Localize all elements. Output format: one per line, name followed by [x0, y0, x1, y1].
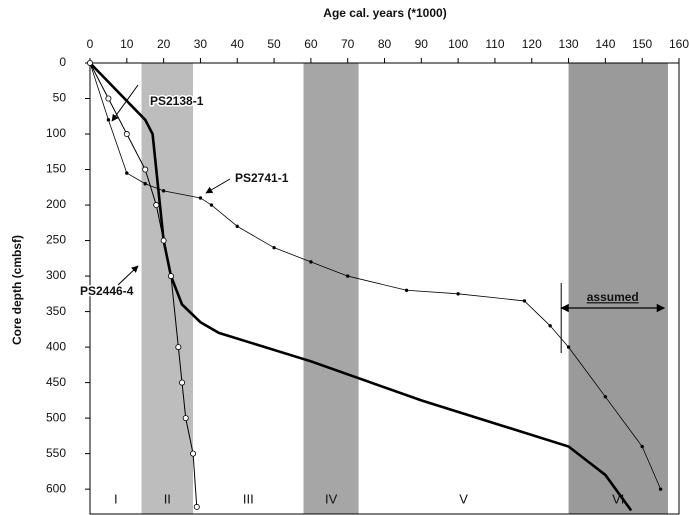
- point-marker: [105, 95, 112, 102]
- stage-label: III: [243, 491, 254, 506]
- y-tick-label: 200: [46, 197, 66, 211]
- x-tick-label: 30: [194, 37, 208, 51]
- point-marker: [640, 444, 644, 449]
- x-tick-label: 150: [632, 37, 652, 51]
- point-marker: [179, 379, 186, 386]
- point-marker: [193, 503, 200, 510]
- point-marker: [143, 182, 147, 186]
- y-tick-label: 550: [46, 446, 66, 460]
- point-marker: [142, 166, 149, 173]
- point-marker: [123, 131, 130, 138]
- y-axis-title: Core depth (cmbsf): [10, 235, 24, 345]
- x-tick-label: 40: [231, 37, 245, 51]
- y-tick-label: 400: [46, 339, 66, 353]
- label-arrow: [205, 178, 231, 194]
- series-label: PS2741-1: [235, 171, 289, 185]
- point-marker: [522, 299, 527, 303]
- point-marker: [182, 415, 189, 422]
- point-marker: [272, 245, 276, 250]
- point-marker: [190, 450, 197, 457]
- x-tick-label: 110: [485, 37, 504, 51]
- point-marker: [345, 274, 350, 278]
- stage-band: [303, 63, 359, 514]
- stage-label: I: [114, 491, 118, 506]
- point-marker: [658, 487, 663, 491]
- series-line: [89, 62, 633, 512]
- point-marker: [161, 189, 166, 193]
- point-marker: [209, 203, 214, 207]
- annotation-label: assumed: [587, 290, 639, 304]
- x-tick-label: 120: [522, 37, 542, 51]
- stage-band: [568, 63, 668, 514]
- y-tick-label: 250: [46, 233, 66, 247]
- point-marker: [106, 118, 111, 122]
- x-tick-label: 140: [595, 37, 615, 51]
- x-tick-label: 50: [267, 37, 281, 51]
- x-tick-label: 60: [304, 37, 318, 51]
- x-tick-label: 90: [415, 37, 429, 51]
- x-tick-label: 10: [120, 37, 134, 51]
- point-marker: [167, 273, 174, 280]
- stage-label: IV: [325, 491, 338, 506]
- stage-label: II: [164, 491, 171, 506]
- x-tick-label: 80: [378, 37, 392, 51]
- y-tick-label: 350: [46, 304, 66, 318]
- y-tick-label: 600: [46, 481, 66, 495]
- x-tick-label: 20: [157, 37, 171, 51]
- x-tick-label: 0: [87, 37, 94, 51]
- x-tick-label: 130: [559, 37, 579, 51]
- point-marker: [160, 237, 167, 244]
- x-tick-label: 160: [669, 37, 689, 51]
- stage-band: [141, 63, 194, 514]
- y-tick-label: 100: [46, 126, 66, 140]
- point-marker: [603, 395, 608, 399]
- label-arrow: [117, 265, 139, 286]
- y-tick-label: 500: [46, 410, 66, 424]
- series-line: [89, 62, 198, 507]
- point-marker: [566, 345, 571, 349]
- y-tick-label: 150: [46, 162, 66, 176]
- point-marker: [153, 202, 160, 209]
- x-tick-label: 70: [341, 37, 355, 51]
- x-tick-label: 100: [448, 37, 468, 51]
- y-tick-label: 450: [46, 375, 66, 389]
- label-arrow: [111, 84, 139, 122]
- point-marker: [125, 171, 129, 175]
- y-tick-label: 300: [46, 268, 66, 282]
- stage-band: [193, 63, 304, 514]
- point-marker: [548, 324, 552, 328]
- x-axis-title: Age cal. years (*1000): [323, 6, 446, 20]
- point-marker: [198, 196, 203, 200]
- point-marker: [456, 292, 460, 296]
- point-marker: [235, 224, 239, 229]
- point-marker: [87, 60, 94, 67]
- series-label: PS2138-1: [150, 94, 204, 108]
- y-tick-label: 0: [59, 55, 66, 69]
- stage-band: [358, 63, 569, 514]
- series-label: PS2446-4: [80, 284, 134, 298]
- point-marker: [404, 288, 409, 292]
- point-marker: [175, 344, 182, 351]
- y-tick-label: 50: [53, 91, 67, 105]
- stage-label: V: [459, 491, 468, 506]
- point-marker: [309, 260, 313, 264]
- stage-band: [90, 63, 142, 514]
